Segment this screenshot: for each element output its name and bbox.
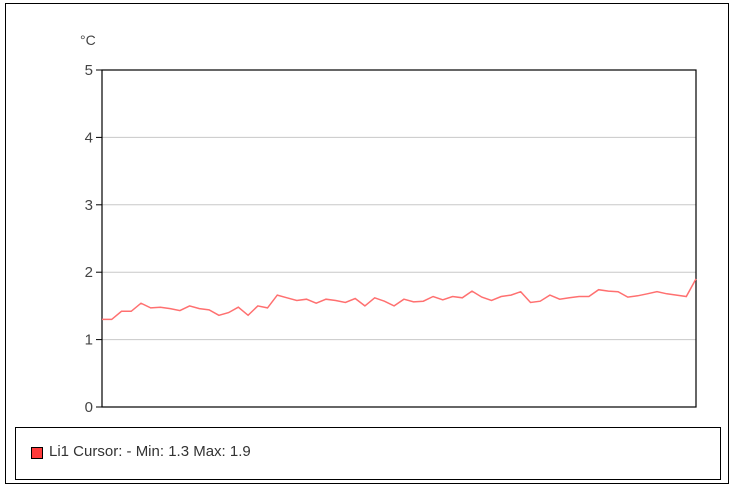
legend: Li1 Cursor: - Min: 1.3 Max: 1.9 [15, 427, 721, 480]
grid-lines [102, 136, 696, 341]
y-tick-label: 1 [85, 332, 93, 349]
y-axis-ticks [96, 69, 102, 408]
chart-frame [5, 3, 729, 484]
y-tick-label: 3 [85, 197, 93, 214]
y-tick-label: 2 [85, 264, 93, 281]
series-line-li1 [102, 278, 697, 321]
y-tick-label: 5 [85, 62, 93, 79]
legend-swatch [31, 447, 43, 459]
y-axis-unit-label: °C [80, 32, 96, 48]
legend-text: Li1 Cursor: - Min: 1.3 Max: 1.9 [49, 443, 251, 460]
plot-area [101, 69, 697, 408]
y-tick-label: 4 [85, 129, 93, 146]
y-tick-label: 0 [85, 399, 93, 416]
y-axis-tick-labels: 0 1 2 3 4 5 [85, 62, 93, 416]
